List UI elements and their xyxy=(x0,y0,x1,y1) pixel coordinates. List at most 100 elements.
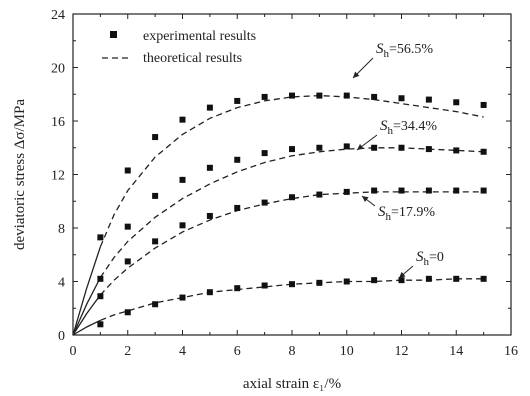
experimental-point-3 xyxy=(480,275,487,282)
experimental-point-1 xyxy=(234,156,241,163)
annotation-arrowhead-3 xyxy=(399,271,406,278)
experimental-point-0 xyxy=(289,92,295,99)
x-tick-label: 2 xyxy=(124,344,131,359)
axis-labels: axial strain ε₁/% deviatoric stress Δσ/MP… xyxy=(12,99,341,392)
experimental-point-3 xyxy=(398,277,405,284)
experimental-point-1 xyxy=(261,150,268,157)
experimental-point-0 xyxy=(124,167,131,174)
annotation-value: =17.9% xyxy=(391,205,435,220)
experimental-point-1 xyxy=(124,223,131,230)
theoretical-curve-solid-3 xyxy=(72,319,101,336)
annotation-symbol: S xyxy=(416,249,424,265)
experimental-point-3 xyxy=(97,321,104,328)
experimental-point-1 xyxy=(480,148,487,155)
legend-label-experimental: experimental results xyxy=(143,29,256,44)
experimental-markers xyxy=(97,92,487,328)
experimental-point-0 xyxy=(97,234,104,241)
annotation-value: =56.5% xyxy=(389,42,433,57)
legend-square-marker xyxy=(110,31,117,38)
y-axis-label: deviatoric stress Δσ/MPa xyxy=(12,99,28,250)
experimental-point-2 xyxy=(97,293,104,300)
experimental-point-3 xyxy=(371,277,378,284)
experimental-point-0 xyxy=(206,104,213,111)
theoretical-curve-2 xyxy=(99,191,484,296)
y-tick-label: 16 xyxy=(51,115,65,130)
experimental-point-0 xyxy=(371,93,378,100)
annotation-symbol: S xyxy=(376,41,384,57)
experimental-point-1 xyxy=(343,143,350,150)
experimental-point-3 xyxy=(316,279,323,286)
experimental-point-3 xyxy=(234,285,241,292)
x-tick-label: 16 xyxy=(504,344,518,359)
y-tick-label: 8 xyxy=(58,222,65,237)
experimental-point-2 xyxy=(371,187,378,194)
y-tick-label: 24 xyxy=(51,8,65,23)
x-tick-label: 14 xyxy=(449,344,463,359)
annotation-symbol: S xyxy=(380,118,388,134)
x-tick-label: 4 xyxy=(179,344,186,359)
x-tick-label: 0 xyxy=(70,344,77,359)
annotation-symbol: S xyxy=(378,204,386,220)
theoretical-curve-solid-2 xyxy=(72,294,101,336)
legend: experimental results theoretical results xyxy=(102,29,256,66)
experimental-point-1 xyxy=(152,192,159,199)
experimental-point-1 xyxy=(398,144,405,151)
experimental-point-2 xyxy=(261,199,268,206)
theoretical-curve-solid-1 xyxy=(72,277,101,336)
experimental-point-3 xyxy=(124,309,131,316)
experimental-point-3 xyxy=(152,301,159,308)
annotation-value: =0 xyxy=(429,250,444,265)
legend-label-theoretical: theoretical results xyxy=(143,51,242,66)
experimental-point-2 xyxy=(206,212,213,219)
annotation-arrowhead-0 xyxy=(353,71,360,78)
experimental-point-0 xyxy=(234,97,241,104)
x-tick-label: 8 xyxy=(289,344,296,359)
experimental-point-3 xyxy=(206,289,213,296)
annotation-label-0: Sh=56.5% xyxy=(376,41,433,60)
experimental-point-1 xyxy=(289,146,295,153)
experimental-point-0 xyxy=(425,96,432,103)
theoretical-curve-1 xyxy=(99,147,484,278)
y-tick-label: 0 xyxy=(58,329,65,344)
experimental-point-3 xyxy=(425,275,432,282)
experimental-point-1 xyxy=(206,164,213,171)
annotation-subscript: h xyxy=(384,48,390,60)
experimental-point-0 xyxy=(179,116,186,123)
experimental-point-1 xyxy=(371,144,378,151)
annotation-subscript: h xyxy=(388,125,394,137)
experimental-point-1 xyxy=(453,147,460,154)
experimental-point-0 xyxy=(343,92,350,99)
experimental-point-3 xyxy=(179,294,186,301)
experimental-point-1 xyxy=(97,275,104,282)
theoretical-curve-3 xyxy=(100,278,484,321)
annotation-arrowhead-1 xyxy=(357,144,364,150)
x-tick-label: 12 xyxy=(395,344,409,359)
annotation-label-3: Sh=0 xyxy=(416,249,444,268)
experimental-point-2 xyxy=(343,188,350,195)
annotation-subscript: h xyxy=(386,211,392,223)
experimental-point-3 xyxy=(343,278,350,285)
y-tick-label: 20 xyxy=(51,62,65,77)
annotation-label-2: Sh=17.9% xyxy=(378,204,435,223)
curve-annotations: Sh=56.5%Sh=34.4%Sh=17.9%Sh=0 xyxy=(352,41,444,279)
annotation-subscript: h xyxy=(424,256,430,268)
experimental-point-3 xyxy=(453,275,460,282)
experimental-point-2 xyxy=(316,191,323,198)
theoretical-curves xyxy=(72,94,484,336)
experimental-point-3 xyxy=(261,282,268,289)
experimental-point-0 xyxy=(152,134,159,141)
x-tick-label: 10 xyxy=(340,344,354,359)
annotation-value: =34.4% xyxy=(393,119,437,134)
experimental-point-0 xyxy=(398,95,405,102)
experimental-point-0 xyxy=(316,92,323,99)
experimental-point-0 xyxy=(480,101,487,108)
experimental-point-0 xyxy=(453,99,460,106)
y-tick-label: 4 xyxy=(58,276,65,291)
experimental-point-1 xyxy=(316,144,323,151)
annotation-arrowhead-2 xyxy=(362,196,369,203)
annotation-label-1: Sh=34.4% xyxy=(380,118,437,137)
x-axis-label: axial strain ε₁/% xyxy=(243,376,341,392)
experimental-point-2 xyxy=(179,222,186,229)
